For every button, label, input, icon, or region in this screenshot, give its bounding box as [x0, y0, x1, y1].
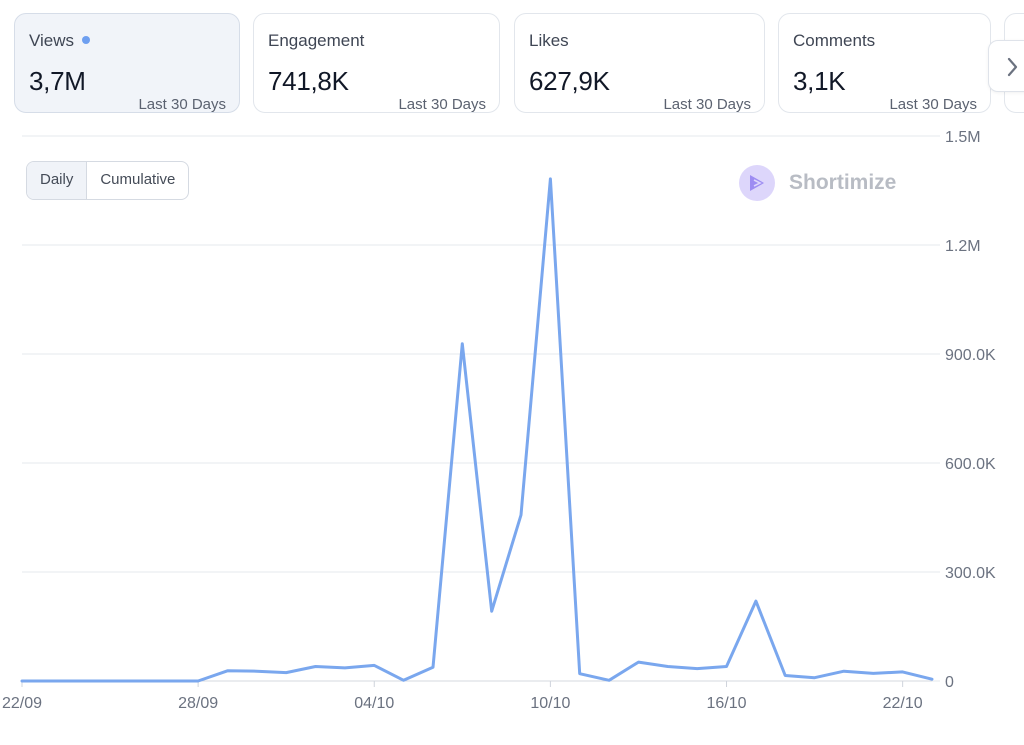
likes-period: Last 30 Days — [663, 96, 751, 113]
engagement-label: Engagement — [268, 31, 365, 50]
y-tick-label: 1.2M — [945, 238, 981, 255]
views-card[interactable]: Views 3,7M Last 30 Days — [14, 13, 240, 113]
likes-label: Likes — [529, 31, 569, 50]
views-series-line — [20, 177, 934, 683]
y-axis-ticks: 0 300.0K 600.0K 900.0K 1.2M 1.5M — [945, 129, 996, 691]
brand-watermark: Shortimize — [739, 165, 896, 201]
comments-value: 3,1K — [793, 66, 846, 96]
brand-name: Shortimize — [789, 171, 897, 194]
likes-value: 627,9K — [529, 66, 610, 96]
y-tick-label: 1.5M — [945, 129, 981, 146]
metric-cards: Views 3,7M Last 30 Days Engagement 741,8… — [0, 0, 1024, 120]
comments-period: Last 30 Days — [889, 96, 977, 113]
comments-label: Comments — [793, 31, 876, 50]
likes-card[interactable]: Likes 627,9K Last 30 Days — [514, 13, 765, 113]
x-tick-label: 04/10 — [354, 695, 394, 712]
x-tick-label: 22/10 — [883, 695, 923, 712]
y-tick-label: 0 — [945, 674, 954, 691]
engagement-period: Last 30 Days — [398, 96, 486, 113]
chart-gridlines — [22, 135, 940, 682]
engagement-value: 741,8K — [268, 66, 349, 96]
y-tick-label: 900.0K — [945, 347, 996, 364]
engagement-card[interactable]: Engagement 741,8K Last 30 Days — [253, 13, 500, 113]
views-period: Last 30 Days — [138, 96, 226, 113]
x-tick-label: 22/09 — [2, 695, 42, 712]
chart-series — [20, 177, 934, 683]
next-button[interactable] — [988, 40, 1024, 92]
dot-icon — [82, 35, 91, 44]
y-tick-label: 600.0K — [945, 456, 996, 473]
x-tick-label: 10/10 — [530, 695, 570, 712]
x-axis-ticks: 22/09 28/09 04/10 10/10 16/10 22/10 — [2, 680, 932, 712]
shortimize-logo-icon — [739, 165, 775, 201]
views-value: 3,7M — [29, 66, 86, 96]
comments-card[interactable]: Comments 3,1K Last 30 Days — [778, 13, 991, 113]
chevron-right-icon — [1007, 57, 1018, 77]
y-tick-label: 300.0K — [945, 565, 996, 582]
views-label: Views — [29, 31, 91, 51]
x-tick-label: 16/10 — [706, 695, 746, 712]
daily-toggle-button[interactable]: Daily — [27, 162, 88, 199]
view-mode-toggle: Daily Cumulative — [26, 161, 190, 200]
cumulative-toggle-button[interactable]: Cumulative — [100, 171, 176, 188]
x-tick-label: 28/09 — [178, 695, 218, 712]
